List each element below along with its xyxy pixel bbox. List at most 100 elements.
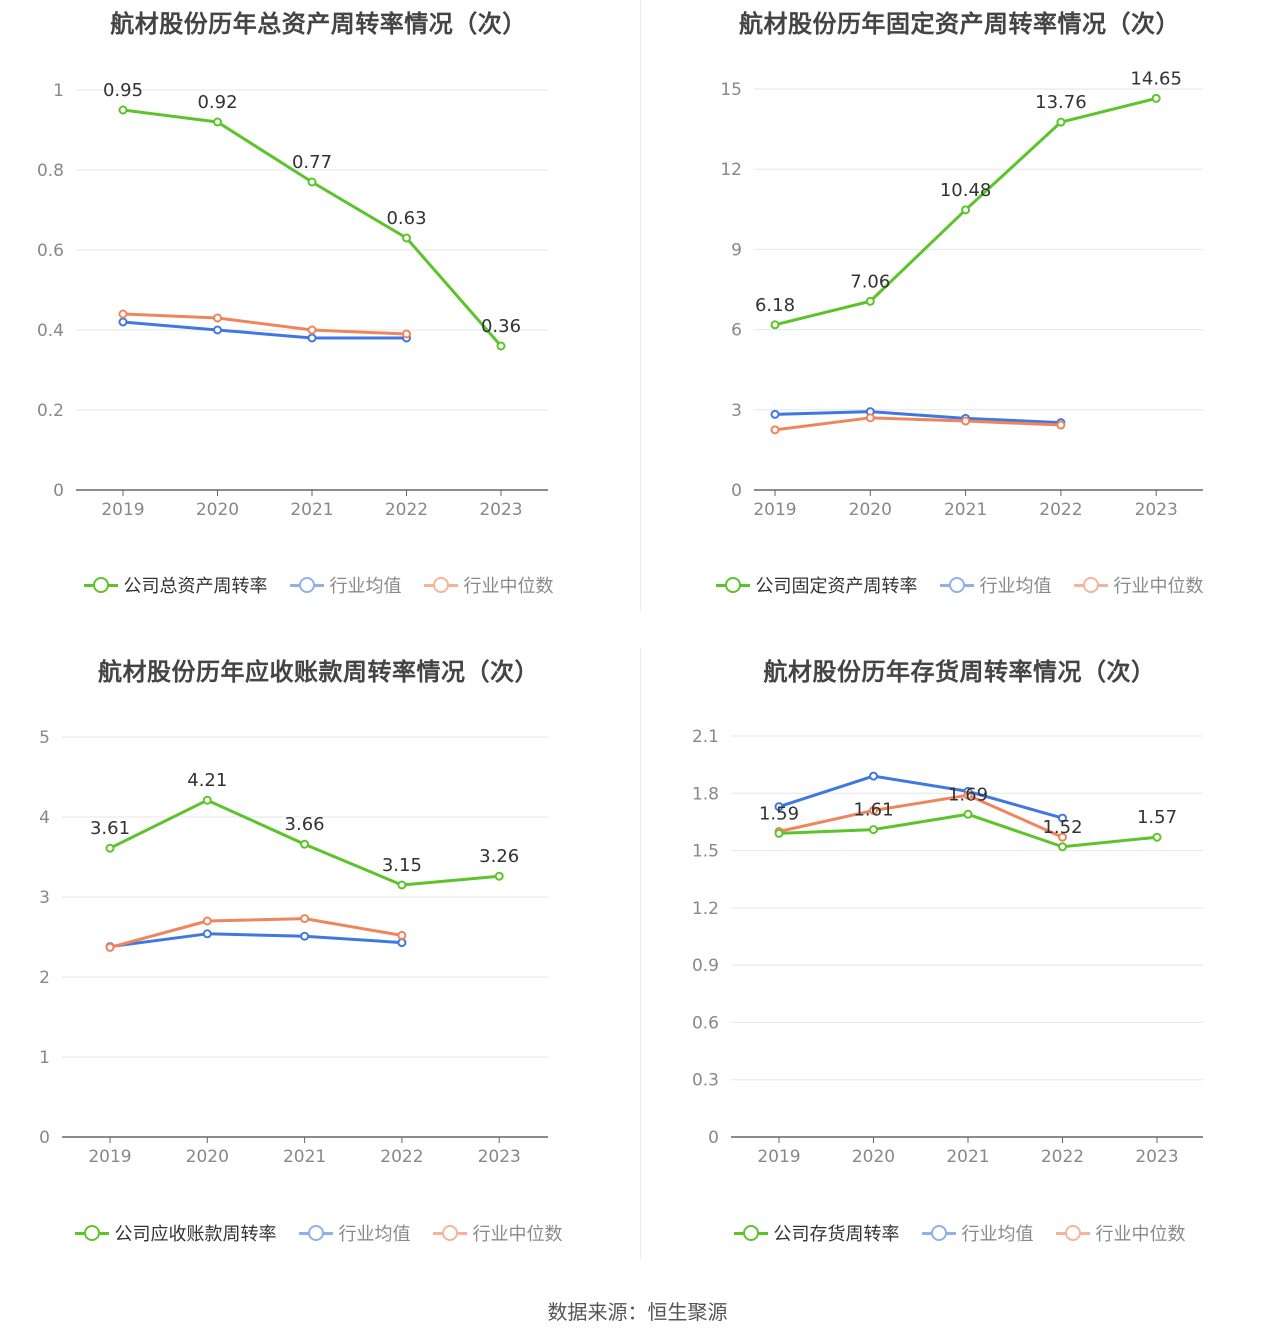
data-point[interactable] <box>869 825 878 835</box>
chart-title: 航材股份历年固定资产周转率情况（次） <box>739 10 1180 38</box>
data-point[interactable] <box>402 233 411 243</box>
y-tick-label: 0.3 <box>692 1071 719 1091</box>
data-point[interactable] <box>300 914 310 924</box>
legend-item-average[interactable]: 行业均值 <box>298 1220 411 1246</box>
x-tick-label: 2023 <box>479 500 522 520</box>
y-tick-label: 1.2 <box>692 899 719 919</box>
legend-label: 公司应收账款周转率 <box>114 1224 277 1245</box>
line-chart: 0 0.3 0.6 0.9 1.2 1.5 1.8 2.1 2019 2020 2021 2022 20… <box>692 727 1203 1167</box>
data-point[interactable] <box>307 177 317 187</box>
legend-item-average[interactable]: 行业均值 <box>289 572 402 598</box>
data-label: 3.61 <box>90 818 130 839</box>
legend-item-company[interactable]: 公司固定资产周转率 <box>715 572 918 598</box>
legend-label: 行业中位数 <box>472 1224 563 1245</box>
data-point[interactable] <box>869 805 878 815</box>
data-point[interactable] <box>1152 832 1162 842</box>
data-point[interactable] <box>963 809 973 819</box>
y-tick-label: 2.1 <box>692 727 719 747</box>
legend-item-company[interactable]: 公司存货周转率 <box>733 1220 900 1246</box>
legend-item-average[interactable]: 行业均值 <box>939 572 1052 598</box>
y-tick-label: 0.2 <box>37 401 64 421</box>
legend-company-icon <box>733 1224 768 1242</box>
x-tick-label: 2021 <box>946 1147 989 1167</box>
data-label: 10.48 <box>940 180 992 201</box>
data-point[interactable] <box>300 839 310 849</box>
legend-item-company[interactable]: 公司总资产周转率 <box>83 572 268 598</box>
data-label: 1.59 <box>759 803 799 824</box>
data-point[interactable] <box>1058 832 1067 842</box>
data-point[interactable] <box>397 880 407 890</box>
legend: 公司总资产周转率 行业均值 行业中位数 <box>0 572 637 598</box>
series-line <box>774 416 1061 432</box>
legend-item-average[interactable]: 行业均值 <box>921 1220 1034 1246</box>
data-point[interactable] <box>961 416 971 426</box>
data-label: 6.18 <box>755 295 795 316</box>
data-point[interactable] <box>774 828 784 838</box>
series-line <box>778 774 1063 820</box>
data-point[interactable] <box>300 931 310 941</box>
data-label: 0.95 <box>103 80 143 101</box>
data-point[interactable] <box>1151 93 1161 103</box>
legend-item-median[interactable]: 行业中位数 <box>1055 1220 1186 1246</box>
x-tick-label: 2020 <box>196 500 239 520</box>
data-point[interactable] <box>496 341 506 351</box>
data-point[interactable] <box>494 871 504 881</box>
data-point[interactable] <box>1058 842 1067 852</box>
data-point[interactable] <box>307 333 317 343</box>
data-point[interactable] <box>770 320 780 330</box>
legend: 公司固定资产周转率 行业均值 行业中位数 <box>641 572 1275 598</box>
chart-panel-inventory-turnover: 航材股份历年存货周转率情况（次） 0 0.3 0.6 0.9 1.2 1.5 1.8 2.1 2… <box>641 648 1275 1296</box>
y-tick-label: 0.4 <box>37 321 64 341</box>
y-tick-label: 2 <box>39 968 50 988</box>
legend-label: 公司存货周转率 <box>773 1224 900 1245</box>
data-point[interactable] <box>865 296 875 306</box>
chart-title: 航材股份历年总资产周转率情况（次） <box>110 10 527 38</box>
data-point[interactable] <box>118 317 128 327</box>
y-tick-label: 12 <box>720 160 742 180</box>
chart-panel-total-asset-turnover: 航材股份历年总资产周转率情况（次） 0 0.2 0.4 0.6 0.8 1 2019 2020… <box>0 0 637 648</box>
data-point[interactable] <box>202 795 212 805</box>
data-point[interactable] <box>1058 813 1067 823</box>
data-point[interactable] <box>869 771 878 781</box>
data-point[interactable] <box>118 105 128 115</box>
data-point[interactable] <box>118 309 128 319</box>
data-point[interactable] <box>213 117 222 127</box>
data-point[interactable] <box>397 930 407 940</box>
chart-title: 航材股份历年存货周转率情况（次） <box>763 658 1156 686</box>
data-point[interactable] <box>105 942 115 952</box>
data-point[interactable] <box>774 802 784 812</box>
data-point[interactable] <box>213 325 222 335</box>
x-tick-label: 2019 <box>88 1147 131 1167</box>
x-tick-label: 2019 <box>101 500 144 520</box>
legend-average-icon <box>939 576 974 594</box>
legend-item-median[interactable]: 行业中位数 <box>432 1220 563 1246</box>
data-point[interactable] <box>402 329 411 339</box>
data-point[interactable] <box>770 425 780 435</box>
legend-item-median[interactable]: 行业中位数 <box>1073 572 1204 598</box>
data-label: 0.92 <box>197 92 237 113</box>
data-point[interactable] <box>307 325 317 335</box>
data-point[interactable] <box>865 413 875 423</box>
y-tick-label: 15 <box>720 80 742 100</box>
data-point[interactable] <box>202 929 212 939</box>
data-point[interactable] <box>961 205 971 215</box>
data-point[interactable] <box>213 313 222 323</box>
y-tick-label: 0 <box>39 1128 50 1148</box>
data-point[interactable] <box>1056 420 1066 430</box>
legend-label: 公司固定资产周转率 <box>755 576 918 597</box>
column-divider-bottom <box>640 648 641 1260</box>
data-point[interactable] <box>397 938 407 948</box>
data-point[interactable] <box>105 843 115 853</box>
legend-company-icon <box>74 1224 109 1242</box>
legend-item-median[interactable]: 行业中位数 <box>423 572 554 598</box>
data-point[interactable] <box>770 409 780 419</box>
data-label: 0.63 <box>386 208 426 229</box>
line-chart: 0 1 2 3 4 5 2019 2020 2021 2022 2023 3.61 4.21 3.66 3.… <box>39 728 548 1167</box>
y-tick-label: 0.8 <box>37 161 64 181</box>
data-point[interactable] <box>963 790 973 800</box>
data-point[interactable] <box>1056 117 1066 127</box>
data-label: 3.66 <box>285 814 325 835</box>
data-point[interactable] <box>202 916 212 926</box>
legend-item-company[interactable]: 公司应收账款周转率 <box>74 1220 277 1246</box>
legend-label: 行业中位数 <box>463 576 554 597</box>
